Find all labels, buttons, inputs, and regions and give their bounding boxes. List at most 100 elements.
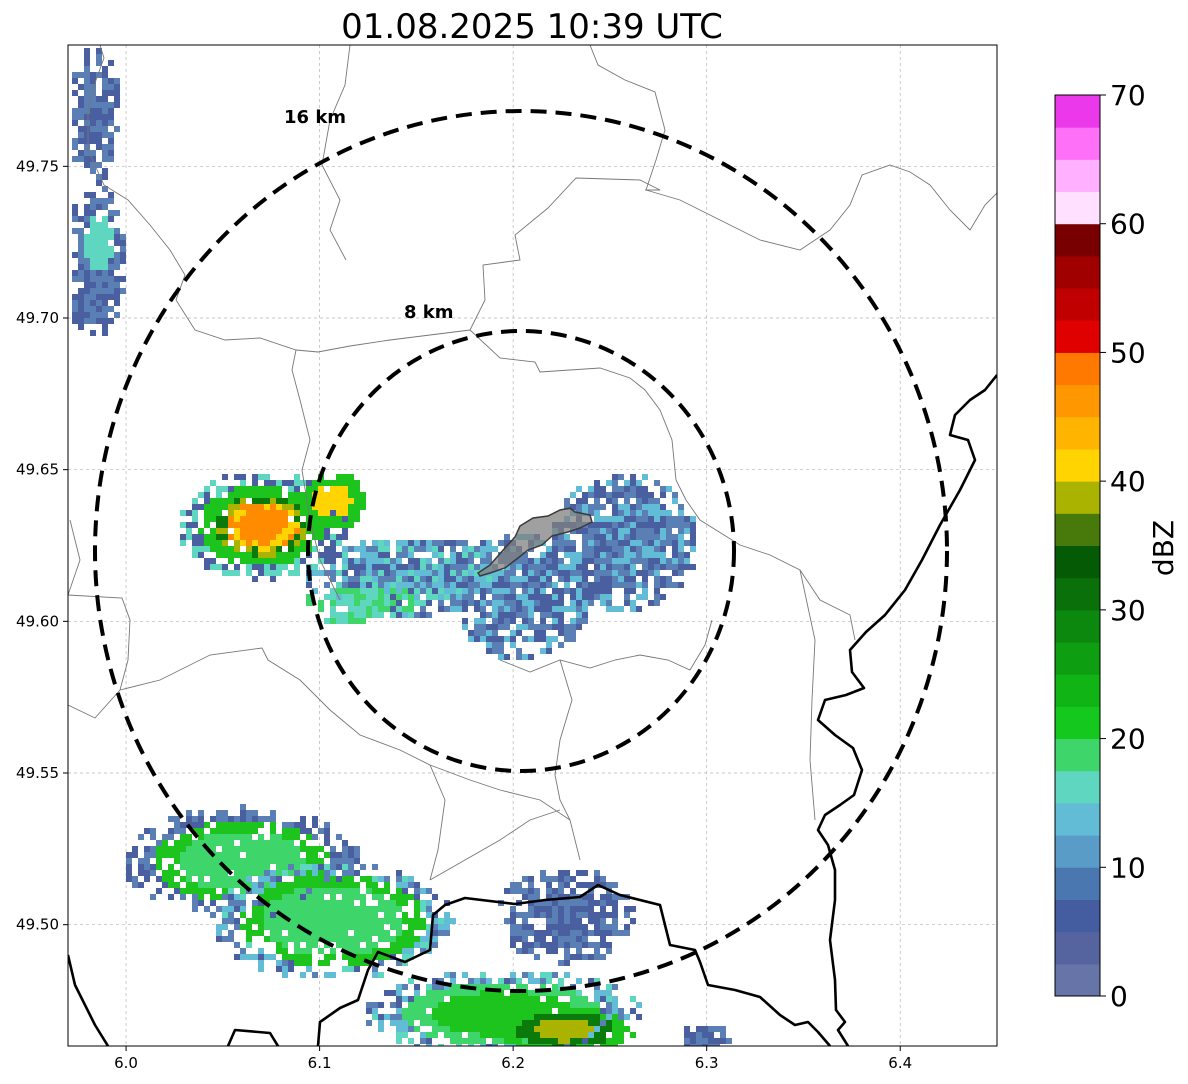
echo-cell	[672, 540, 678, 546]
echo-cell	[396, 984, 402, 990]
echo-cell	[426, 1038, 432, 1044]
echo-cell	[114, 264, 120, 270]
echo-cell	[486, 1002, 492, 1008]
echo-cell	[354, 600, 360, 606]
echo-cell	[354, 546, 360, 552]
echo-cell	[318, 864, 324, 870]
echo-cell	[192, 906, 198, 912]
echo-cell	[594, 576, 600, 582]
echo-cell	[210, 900, 216, 906]
echo-cell	[96, 114, 102, 120]
echo-cell	[510, 990, 516, 996]
echo-cell	[276, 918, 282, 924]
echo-cell	[588, 1038, 594, 1044]
echo-cell	[594, 900, 600, 906]
echo-cell	[228, 930, 234, 936]
echo-cell	[228, 510, 234, 516]
echo-cell	[402, 546, 408, 552]
echo-cell	[342, 936, 348, 942]
echo-cell	[336, 612, 342, 618]
echo-cell	[576, 624, 582, 630]
echo-cell	[342, 846, 348, 852]
echo-cell	[576, 612, 582, 618]
echo-cell	[438, 564, 444, 570]
echo-cell	[504, 570, 510, 576]
echo-cell	[450, 918, 456, 924]
echo-cell	[492, 1044, 498, 1046]
echo-cell	[498, 624, 504, 630]
echo-cell	[336, 900, 342, 906]
echo-cell	[414, 546, 420, 552]
echo-cell	[480, 1014, 486, 1020]
echo-cell	[612, 1026, 618, 1032]
echo-cell	[330, 546, 336, 552]
echo-cell	[264, 876, 270, 882]
echo-cell	[288, 546, 294, 552]
echo-cell	[666, 534, 672, 540]
echo-cell	[438, 540, 444, 546]
echo-cell	[342, 618, 348, 624]
echo-cell	[414, 582, 420, 588]
echo-cell	[468, 588, 474, 594]
echo-cell	[78, 258, 84, 264]
echo-cell	[432, 570, 438, 576]
echo-cell	[414, 900, 420, 906]
echo-cell	[234, 504, 240, 510]
echo-cell	[540, 978, 546, 984]
echo-cell	[324, 900, 330, 906]
echo-cell	[546, 1050, 552, 1056]
echo-cell	[570, 942, 576, 948]
colorbar-segment	[1055, 513, 1100, 546]
echo-cell	[702, 1032, 708, 1038]
echo-cell	[402, 894, 408, 900]
echo-cell	[390, 1014, 396, 1020]
echo-cell	[450, 1032, 456, 1038]
echo-cell	[384, 948, 390, 954]
echo-cell	[612, 582, 618, 588]
colorbar-segment	[1055, 802, 1100, 836]
echo-cell	[600, 522, 606, 528]
echo-cell	[318, 876, 324, 882]
echo-cell	[216, 834, 222, 840]
echo-cell	[384, 936, 390, 942]
echo-cell	[84, 204, 90, 210]
echo-cell	[456, 570, 462, 576]
echo-cell	[78, 312, 84, 318]
echo-cell	[600, 894, 606, 900]
echo-cell	[708, 1032, 714, 1038]
echo-cell	[180, 894, 186, 900]
echo-cell	[324, 864, 330, 870]
echo-cell	[432, 540, 438, 546]
echo-cell	[588, 510, 594, 516]
echo-cell	[312, 522, 318, 528]
echo-cell	[372, 972, 378, 978]
echo-cell	[276, 840, 282, 846]
echo-cell	[486, 588, 492, 594]
echo-cell	[342, 516, 348, 522]
echo-cell	[642, 552, 648, 558]
echo-cell	[396, 930, 402, 936]
echo-cell	[564, 588, 570, 594]
echo-cell	[438, 606, 444, 612]
echo-cell	[312, 546, 318, 552]
echo-cell	[588, 930, 594, 936]
colorbar-segment	[1055, 835, 1100, 868]
echo-cell	[426, 990, 432, 996]
echo-cell	[144, 858, 150, 864]
echo-cell	[564, 636, 570, 642]
echo-cell	[576, 576, 582, 582]
echo-cell	[84, 318, 90, 324]
echo-cell	[450, 972, 456, 978]
echo-cell	[324, 582, 330, 588]
echo-cell	[582, 564, 588, 570]
echo-cell	[240, 558, 246, 564]
echo-cell	[426, 906, 432, 912]
echo-cell	[492, 996, 498, 1002]
echo-cell	[624, 570, 630, 576]
echo-cell	[276, 882, 282, 888]
echo-cell	[366, 876, 372, 882]
echo-cell	[570, 924, 576, 930]
echo-cell	[576, 564, 582, 570]
echo-cell	[342, 894, 348, 900]
echo-cell	[348, 564, 354, 570]
